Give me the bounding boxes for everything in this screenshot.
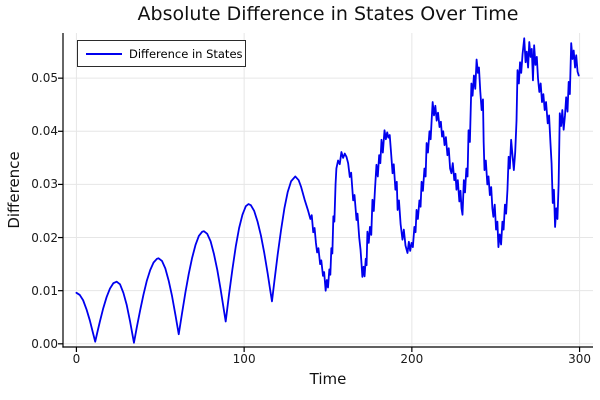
y-tick-label: 0.00 <box>31 336 58 351</box>
y-tick-label: 0.04 <box>31 124 58 139</box>
chart-title: Absolute Difference in States Over Time <box>137 3 519 25</box>
x-tick-label: 100 <box>232 352 256 366</box>
y-tick-label: 0.02 <box>31 230 58 245</box>
legend-entry-label: Difference in States <box>129 46 243 61</box>
x-tick-label: 0 <box>72 352 81 366</box>
y-tick-label: 0.01 <box>31 283 58 298</box>
data-series-line <box>75 37 580 344</box>
y-tick-label: 0.03 <box>31 177 58 192</box>
x-axis-label: Time <box>309 370 347 388</box>
y-tick-label: 0.05 <box>31 71 58 86</box>
x-tick-label: 300 <box>568 352 592 366</box>
legend-line-sample <box>86 52 122 55</box>
legend-box: Difference in States <box>77 40 246 67</box>
x-tick-label: 200 <box>400 352 424 366</box>
